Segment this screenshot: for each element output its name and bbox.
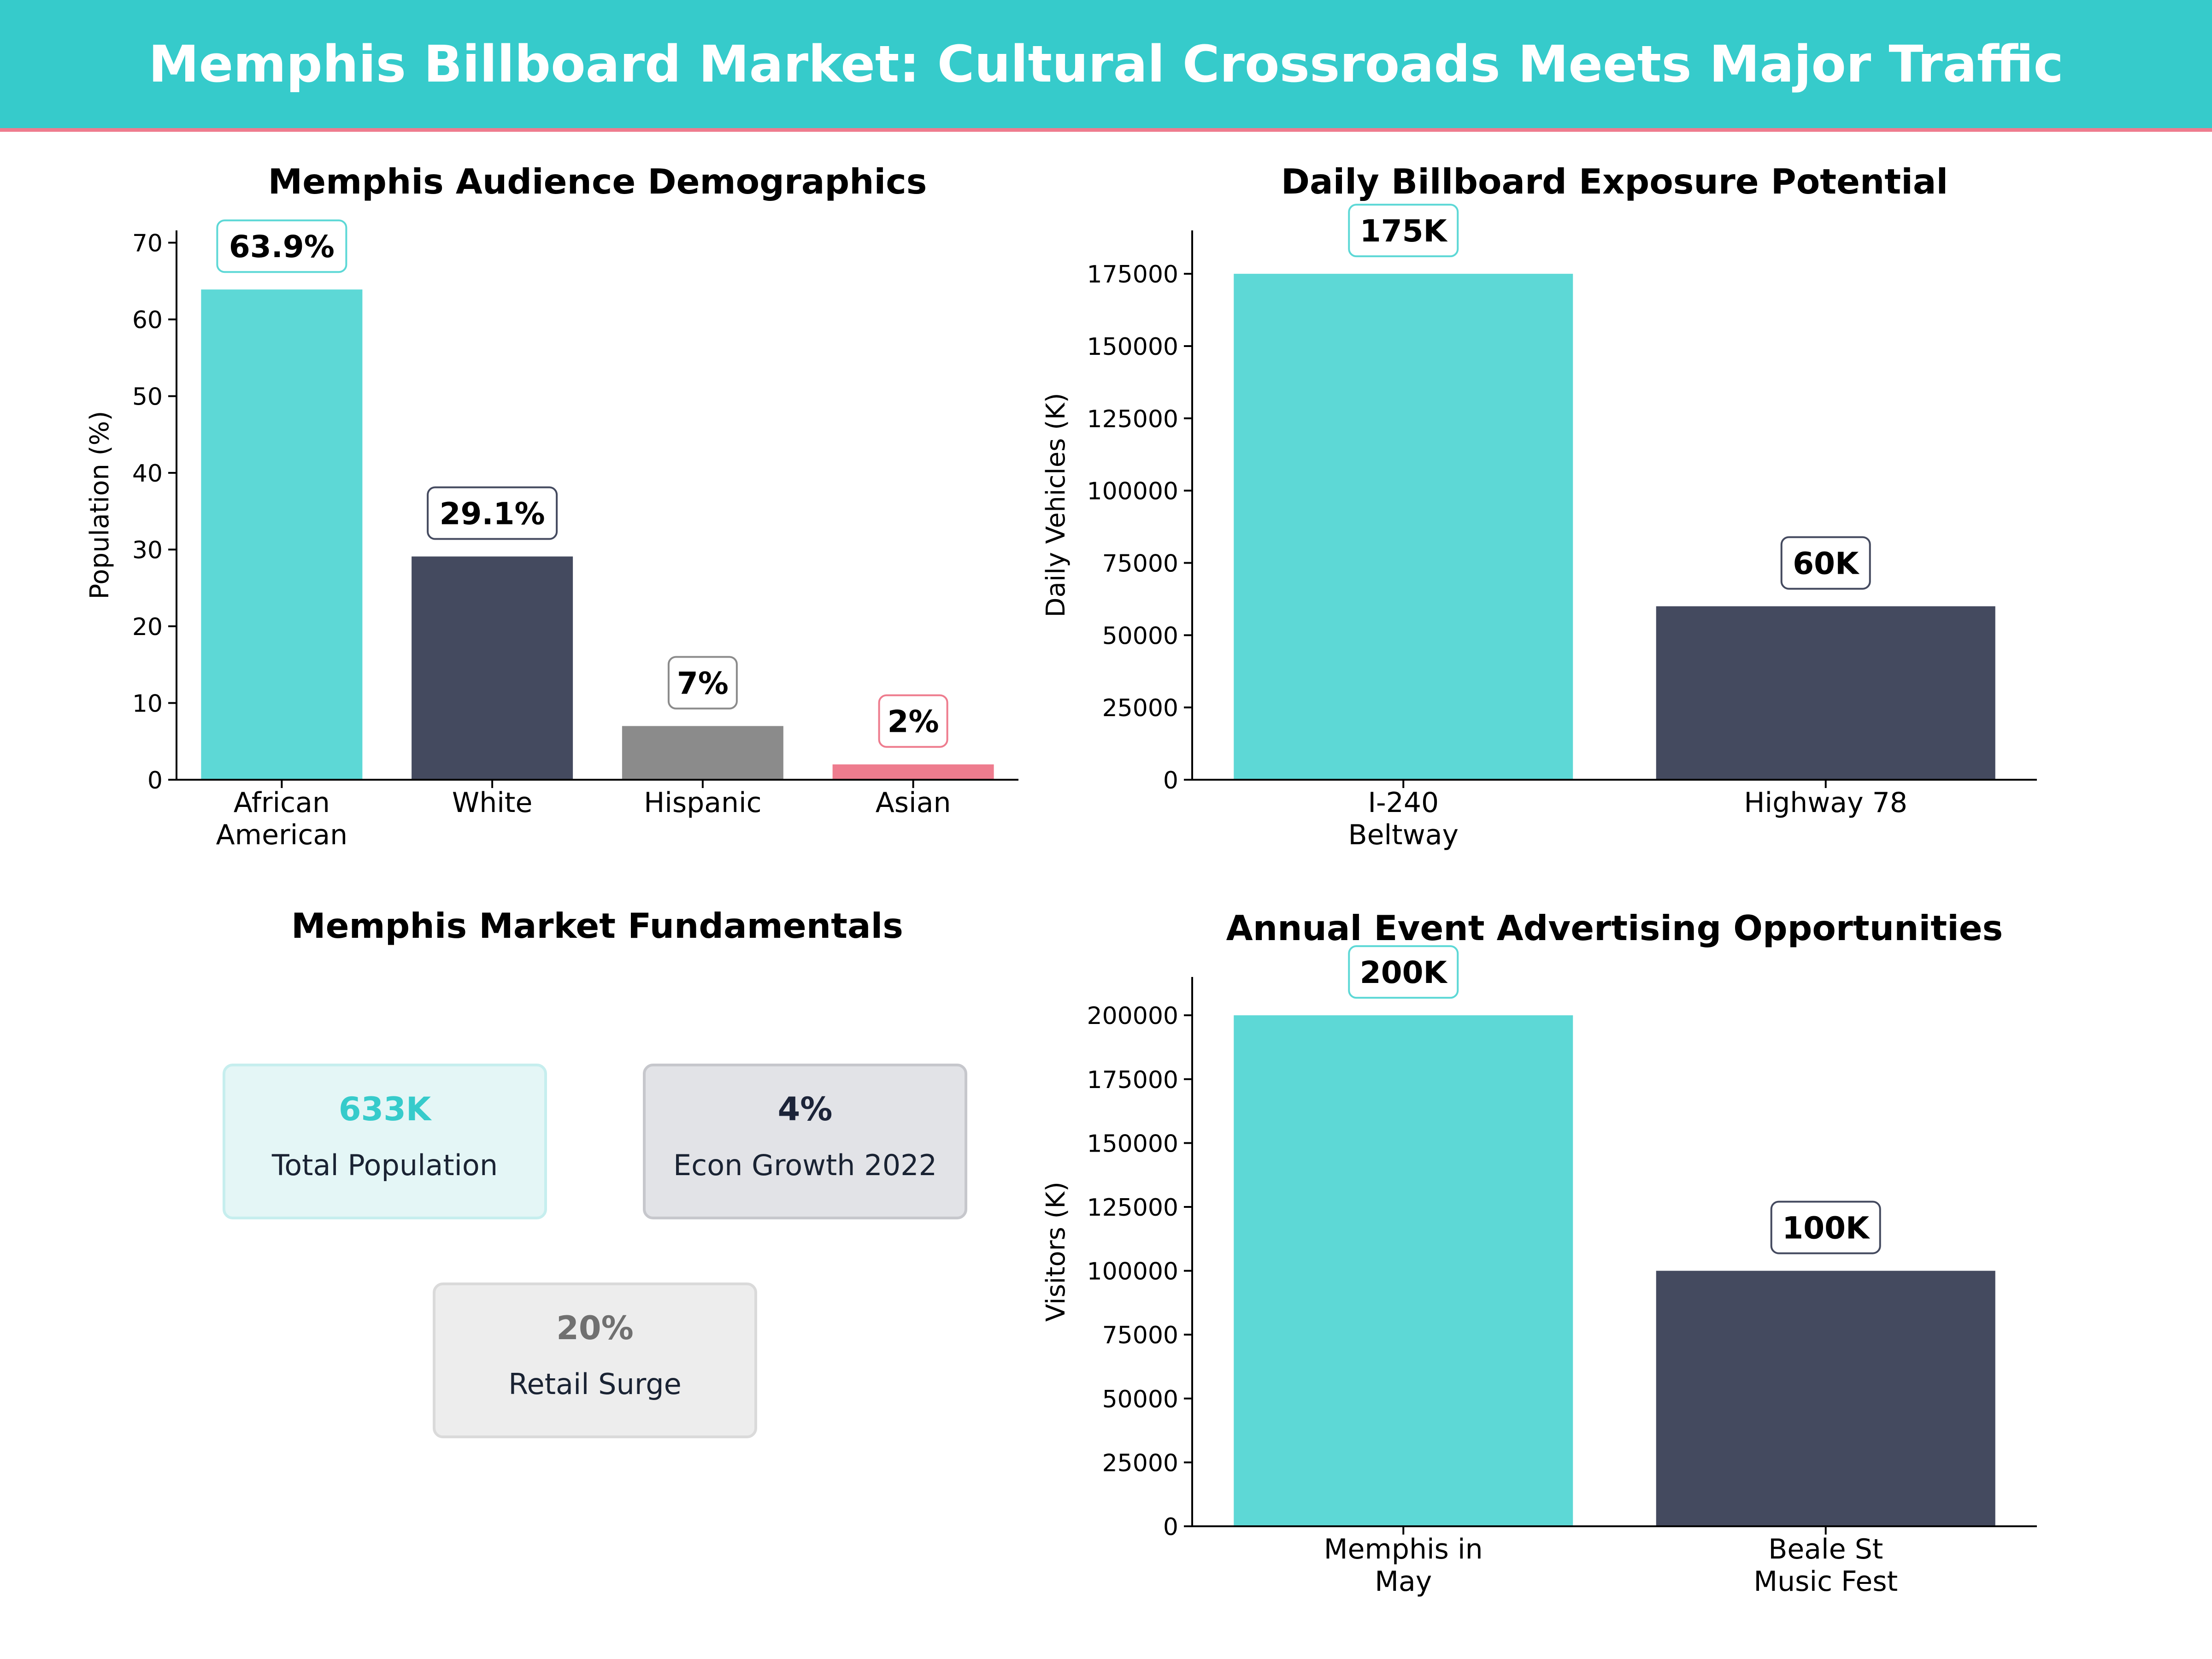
- kpi-value: 4%: [777, 1090, 833, 1128]
- data-label-box: [427, 486, 558, 540]
- chart-title: Annual Event Advertising Opportunities: [1226, 908, 2003, 948]
- events-bar-chart: Annual Event Advertising Opportunities Vi…: [1041, 908, 2037, 1598]
- x-tick-label: American: [216, 819, 348, 851]
- fundamentals-title: Memphis Market Fundamentals: [291, 906, 903, 946]
- exposure-bar-chart: Daily Billboard Exposure Potential Daily …: [1041, 161, 2037, 851]
- data-label: 175K: [1360, 213, 1448, 249]
- x-tick-label: I-240: [1368, 787, 1439, 819]
- data-label: 2%: [888, 704, 939, 740]
- x-tick-label: African: [234, 787, 330, 819]
- x-tick-label: Hispanic: [644, 787, 762, 819]
- x-tick-label: Memphis in: [1324, 1533, 1483, 1565]
- y-tick-label: 100000: [1087, 478, 1178, 506]
- data-label-box: [1348, 945, 1459, 999]
- kpi-label: Retail Surge: [508, 1367, 682, 1401]
- y-tick-label: 60: [132, 306, 163, 334]
- chart-title: Daily Billboard Exposure Potential: [1281, 161, 1948, 202]
- bar: [1656, 606, 1995, 780]
- x-tick-label: Beltway: [1348, 819, 1459, 851]
- x-tick-label: Asian: [876, 787, 951, 819]
- y-axis-label: Daily Vehicles (K): [1041, 393, 1071, 617]
- bar: [832, 764, 994, 780]
- page-title: Memphis Billboard Market: Cultural Cross…: [148, 35, 2064, 94]
- x-tick-label: May: [1375, 1565, 1432, 1598]
- data-label-box: [216, 219, 347, 273]
- kpi-label: Econ Growth 2022: [673, 1148, 937, 1182]
- y-tick-label: 150000: [1087, 1130, 1178, 1158]
- x-tick-label: Highway 78: [1744, 787, 1907, 819]
- bar: [622, 726, 783, 780]
- y-tick-label: 75000: [1102, 1322, 1178, 1349]
- data-label: 60K: [1793, 546, 1860, 582]
- kpi-card-econ-growth: 4% Econ Growth 2022: [643, 1064, 967, 1219]
- kpi-card-total-population: 633K Total Population: [223, 1064, 547, 1219]
- y-tick-label: 20: [132, 613, 163, 641]
- data-label-box: [878, 694, 948, 748]
- y-tick-label: 70: [132, 230, 163, 258]
- y-tick-label: 100000: [1087, 1258, 1178, 1286]
- demographics-bar-chart: Memphis Audience Demographics Population …: [85, 161, 1018, 851]
- bar: [412, 556, 573, 780]
- data-label: 63.9%: [229, 229, 335, 265]
- y-tick-label: 0: [1163, 1513, 1178, 1541]
- kpi-value: 633K: [338, 1090, 431, 1128]
- bar: [1234, 1015, 1573, 1526]
- y-axis-label: Population (%): [85, 411, 115, 600]
- y-tick-label: 175000: [1087, 1066, 1178, 1094]
- y-tick-label: 0: [1163, 767, 1178, 794]
- bar: [1234, 274, 1573, 780]
- y-tick-label: 75000: [1102, 550, 1178, 577]
- y-tick-label: 50000: [1102, 1386, 1178, 1413]
- data-label-box: [1348, 204, 1459, 258]
- y-tick-label: 30: [132, 537, 163, 565]
- y-tick-label: 50: [132, 383, 163, 411]
- y-tick-label: 50000: [1102, 622, 1178, 650]
- x-tick-label: White: [452, 787, 532, 819]
- data-label: 100K: [1782, 1211, 1871, 1246]
- y-tick-label: 40: [132, 460, 163, 488]
- data-label-box: [667, 656, 738, 710]
- title-banner: [0, 0, 2212, 128]
- kpi-card-retail-surge: 20% Retail Surge: [433, 1282, 757, 1438]
- bar: [1656, 1271, 1995, 1526]
- y-tick-label: 25000: [1102, 694, 1178, 722]
- y-tick-label: 125000: [1087, 1194, 1178, 1222]
- chart-title: Memphis Audience Demographics: [268, 161, 927, 202]
- x-tick-label: Music Fest: [1753, 1565, 1898, 1598]
- x-tick-label: Beale St: [1768, 1533, 1883, 1565]
- banner-accent-line: [0, 128, 2212, 132]
- y-tick-label: 200000: [1087, 1002, 1178, 1030]
- data-label: 29.1%: [440, 496, 545, 532]
- data-label-box: [1780, 536, 1871, 590]
- data-label-box: [1770, 1200, 1881, 1254]
- y-tick-label: 10: [132, 690, 163, 718]
- data-label: 7%: [677, 665, 729, 701]
- y-tick-label: 175000: [1087, 261, 1178, 288]
- bar: [201, 289, 363, 780]
- y-tick-label: 25000: [1102, 1449, 1178, 1477]
- data-label: 200K: [1360, 955, 1448, 990]
- y-tick-label: 0: [147, 767, 163, 794]
- y-tick-label: 125000: [1087, 406, 1178, 433]
- y-tick-label: 150000: [1087, 333, 1178, 361]
- kpi-value: 20%: [556, 1309, 634, 1347]
- y-axis-label: Visitors (K): [1041, 1182, 1071, 1322]
- kpi-label: Total Population: [271, 1148, 498, 1182]
